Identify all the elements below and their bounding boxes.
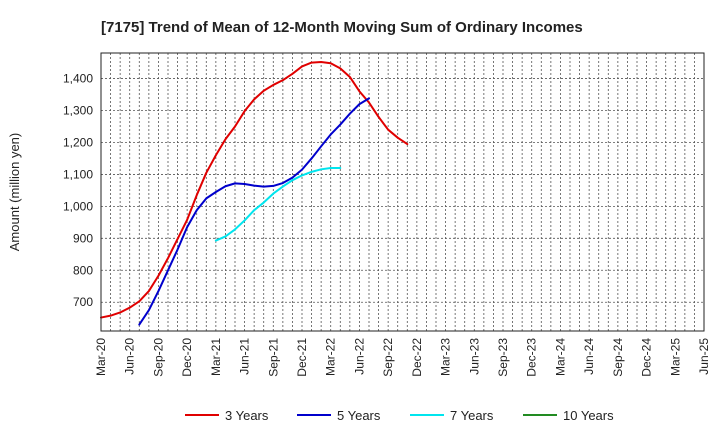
y-axis-label: Amount (million yen) xyxy=(7,133,22,252)
x-tick-label: Dec-24 xyxy=(640,338,654,377)
x-tick-label: Jun-22 xyxy=(352,338,366,375)
series-line-7-years xyxy=(214,167,342,242)
y-axis: 700 800 900 1,000 1,100 1,200 1,300 1,400 xyxy=(63,72,93,310)
x-tick-label: Mar-23 xyxy=(439,338,453,376)
legend-label: 7 Years xyxy=(450,408,494,423)
x-tick-label: Jun-21 xyxy=(238,338,252,375)
y-tick-label: 700 xyxy=(73,295,93,309)
plot-frame xyxy=(100,52,705,332)
y-tick-label: 800 xyxy=(73,263,93,277)
legend-label: 5 Years xyxy=(337,408,381,423)
grid xyxy=(101,53,704,331)
chart-title: [7175] Trend of Mean of 12-Month Moving … xyxy=(101,19,583,36)
x-tick-label: Sep-24 xyxy=(611,338,625,377)
y-tick-label: 1,100 xyxy=(63,167,93,181)
x-tick-label: Dec-23 xyxy=(525,338,539,377)
y-tick-label: 1,200 xyxy=(63,135,93,149)
x-tick-label: Mar-20 xyxy=(94,338,108,376)
y-tick-label: 1,000 xyxy=(63,199,93,213)
x-tick-label: Dec-20 xyxy=(180,338,194,377)
legend: 3 Years 5 Years 7 Years 10 Years xyxy=(185,408,614,423)
x-tick-label: Jun-25 xyxy=(697,338,711,375)
series-line-5-years xyxy=(138,97,370,326)
x-tick-label: Mar-22 xyxy=(324,338,338,376)
series-line-3-years xyxy=(100,60,409,319)
x-tick-label: Jun-24 xyxy=(582,338,596,375)
x-tick-label: Mar-21 xyxy=(209,338,223,376)
y-tick-label: 1,300 xyxy=(63,104,93,118)
x-tick-label: Mar-25 xyxy=(668,338,682,376)
x-tick-label: Dec-22 xyxy=(410,338,424,377)
x-tick-label: Jun-20 xyxy=(123,338,137,375)
y-tick-label: 1,400 xyxy=(63,72,93,86)
x-tick-label: Sep-21 xyxy=(266,338,280,377)
x-tick-label: Mar-24 xyxy=(553,338,567,376)
x-tick-label: Dec-21 xyxy=(295,338,309,377)
x-tick-label: Jun-23 xyxy=(467,338,481,375)
series-lines xyxy=(100,60,409,326)
x-tick-label: Sep-22 xyxy=(381,338,395,377)
legend-label: 10 Years xyxy=(563,408,614,423)
x-axis: Mar-20 Jun-20 Sep-20 Dec-20 Mar-21 Jun-21 Sep-… xyxy=(94,338,711,377)
x-tick-label: Sep-23 xyxy=(496,338,510,377)
legend-label: 3 Years xyxy=(225,408,269,423)
y-tick-label: 900 xyxy=(73,231,93,245)
x-tick-label: Sep-20 xyxy=(151,338,165,377)
